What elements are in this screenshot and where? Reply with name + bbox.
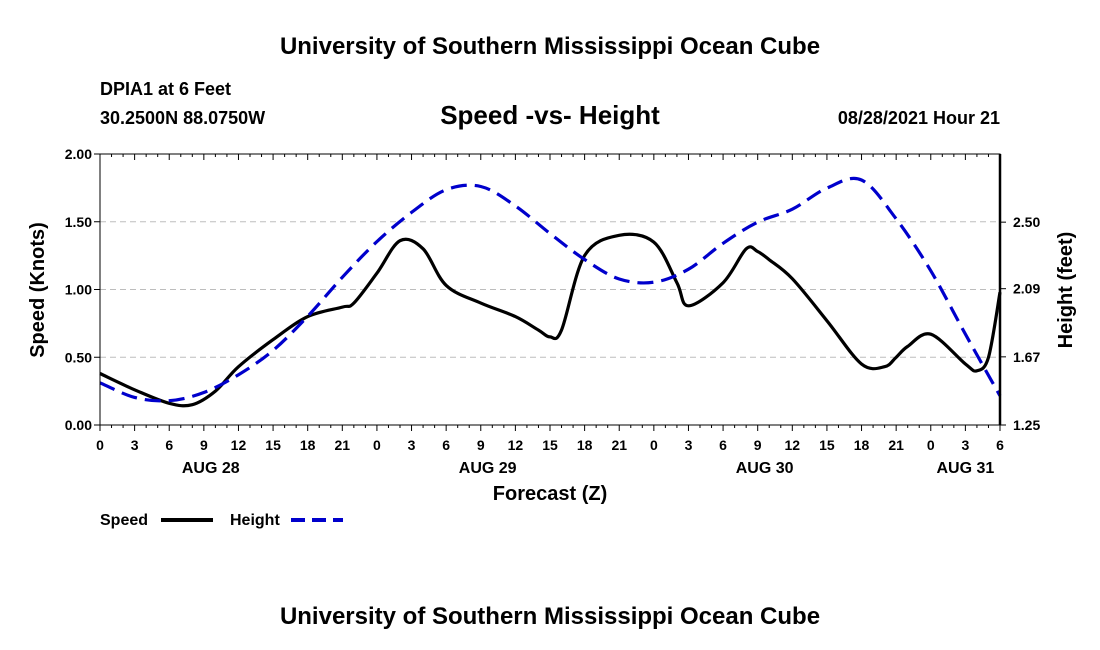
y2-tick-label: 2.09 — [1013, 281, 1040, 297]
x-tick-label: 12 — [231, 437, 247, 453]
x-tick-label: 3 — [131, 437, 139, 453]
datetime-label: 08/28/2021 Hour 21 — [838, 108, 1000, 128]
coords-label: 30.2500N 88.0750W — [100, 108, 265, 128]
x-tick-label: 0 — [650, 437, 658, 453]
y-tick-label: 0.50 — [65, 349, 92, 365]
y-tick-label: 2.00 — [65, 146, 92, 162]
series-layer — [99, 176, 1002, 408]
y2-tick-label: 1.25 — [1013, 417, 1040, 433]
footer-title: University of Southern Mississippi Ocean… — [280, 603, 820, 630]
x-tick-label: 12 — [785, 437, 801, 453]
x-tick-label: 21 — [335, 437, 351, 453]
x-tick-label: 6 — [165, 437, 173, 453]
x-tick-label: 3 — [408, 437, 416, 453]
x-tick-label: 15 — [819, 437, 835, 453]
x-date-label: AUG 28 — [182, 460, 240, 477]
x-tick-label: 3 — [685, 437, 693, 453]
x-tick-label: 18 — [300, 437, 316, 453]
y2-tick-label: 1.67 — [1013, 349, 1040, 365]
x-tick-label: 6 — [719, 437, 727, 453]
x-tick-label: 18 — [854, 437, 870, 453]
legend: Speed Height — [100, 512, 343, 529]
legend-height-label: Height — [230, 512, 280, 529]
x-tick-label: 9 — [754, 437, 762, 453]
x-tick-label: 9 — [477, 437, 485, 453]
y-axis-label: Speed (Knots) — [27, 222, 49, 358]
series-line-speed — [99, 232, 1002, 408]
y2-axis-label: Height (feet) — [1055, 232, 1077, 349]
y-tick-label: 1.50 — [65, 214, 92, 230]
x-date-label: AUG 31 — [936, 460, 994, 477]
x-tick-label: 21 — [611, 437, 627, 453]
x-date-label: AUG 29 — [459, 460, 517, 477]
x-tick-label: 12 — [508, 437, 524, 453]
y-tick-label: 1.00 — [65, 282, 92, 298]
x-tick-label: 6 — [996, 437, 1004, 453]
x-tick-label: 6 — [442, 437, 450, 453]
ticks-layer: 0.00 0.50 1.00 1.50 2.00 1.25 1.67 2.09 2.50 0 3 6 9… — [65, 146, 1041, 477]
x-tick-label: 0 — [927, 437, 935, 453]
x-tick-label: 21 — [888, 437, 904, 453]
x-tick-label: 0 — [96, 437, 104, 453]
x-date-label: AUG 30 — [736, 460, 794, 477]
y-tick-label: 0.00 — [65, 417, 92, 433]
x-tick-label: 15 — [542, 437, 558, 453]
x-tick-label: 9 — [200, 437, 208, 453]
station-label: DPIA1 at 6 Feet — [100, 79, 231, 99]
x-tick-label: 3 — [961, 437, 969, 453]
legend-speed-label: Speed — [100, 512, 148, 529]
chart-title: Speed -vs- Height — [440, 100, 660, 130]
header-title: University of Southern Mississippi Ocean… — [280, 33, 820, 60]
y2-tick-label: 2.50 — [1013, 214, 1040, 230]
x-axis-label: Forecast (Z) — [493, 483, 607, 505]
x-tick-label: 18 — [577, 437, 593, 453]
x-tick-label: 0 — [373, 437, 381, 453]
series-line-height — [99, 176, 1002, 403]
x-tick-label: 15 — [265, 437, 281, 453]
